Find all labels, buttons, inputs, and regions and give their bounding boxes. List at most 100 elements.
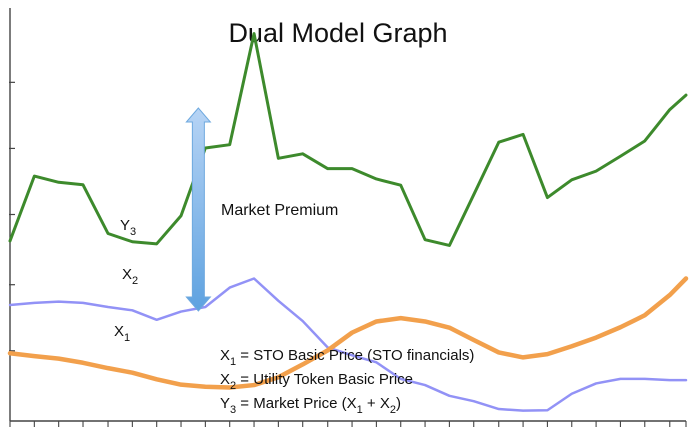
data-point-x2 bbox=[424, 384, 426, 386]
data-point-x2 bbox=[57, 300, 60, 303]
data-point-x1 bbox=[685, 277, 687, 280]
data-point-y3 bbox=[228, 143, 231, 146]
data-point-x1 bbox=[546, 353, 549, 355]
data-point-x2 bbox=[595, 382, 597, 385]
data-point-x1 bbox=[472, 339, 475, 341]
data-point-y3 bbox=[131, 240, 134, 243]
data-point-y3 bbox=[351, 167, 353, 170]
series-line-x2 bbox=[8, 277, 688, 412]
series-group bbox=[7, 32, 689, 412]
data-point-y3 bbox=[180, 214, 182, 217]
data-point-y3 bbox=[253, 32, 255, 35]
data-point-x2 bbox=[301, 320, 304, 322]
data-point-x2 bbox=[643, 377, 646, 380]
data-point-x2 bbox=[448, 394, 451, 397]
chart-title: Dual Model Graph bbox=[228, 18, 447, 48]
data-point-x2 bbox=[228, 286, 231, 289]
annotation-group: Market Premium bbox=[185, 107, 338, 312]
data-point-y3 bbox=[107, 232, 109, 235]
market-premium-arrow bbox=[185, 107, 212, 312]
data-point-y3 bbox=[424, 238, 426, 241]
legend-item-x1: X1 = STO Basic Price (STO financials) bbox=[220, 347, 474, 368]
data-point-x2 bbox=[375, 361, 378, 364]
data-point-x2 bbox=[277, 299, 280, 302]
legend-item-y3: Y3 = Market Price (X1 + X2) bbox=[220, 395, 401, 416]
series-label-y3: Y3 bbox=[120, 217, 136, 238]
data-point-x2 bbox=[570, 392, 573, 395]
data-point-x2 bbox=[82, 301, 84, 304]
data-point-x2 bbox=[546, 409, 549, 412]
data-point-x1 bbox=[180, 383, 182, 386]
series-line-y3 bbox=[8, 32, 688, 247]
data-point-x1 bbox=[107, 367, 109, 370]
data-point-y3 bbox=[9, 240, 11, 242]
data-point-x1 bbox=[497, 351, 500, 354]
data-point-x1 bbox=[643, 314, 646, 317]
data-point-x2 bbox=[399, 377, 402, 380]
data-point-x2 bbox=[685, 379, 687, 382]
data-point-y3 bbox=[497, 141, 500, 144]
data-point-y3 bbox=[619, 155, 622, 158]
data-point-x1 bbox=[33, 355, 36, 358]
data-point-x1 bbox=[570, 345, 573, 348]
legend: X1 = STO Basic Price (STO financials) X2 … bbox=[220, 347, 474, 416]
data-point-x1 bbox=[595, 336, 597, 339]
data-point-y3 bbox=[33, 175, 36, 177]
data-point-x1 bbox=[375, 320, 378, 323]
data-point-y3 bbox=[472, 193, 475, 196]
data-point-x1 bbox=[57, 357, 60, 360]
data-point-x1 bbox=[9, 352, 11, 355]
series-label-x2: X2 bbox=[122, 266, 138, 287]
data-point-x1 bbox=[155, 378, 158, 381]
data-point-x1 bbox=[351, 331, 353, 334]
data-point-y3 bbox=[155, 242, 158, 245]
data-point-x2 bbox=[619, 377, 622, 380]
data-point-y3 bbox=[668, 108, 671, 111]
data-point-y3 bbox=[399, 184, 402, 187]
axis-group bbox=[9, 8, 687, 427]
series-label-group: Y3 X2 X1 bbox=[114, 217, 138, 344]
data-point-y3 bbox=[326, 167, 329, 170]
data-point-x2 bbox=[180, 310, 182, 313]
data-point-x2 bbox=[522, 409, 524, 412]
data-point-y3 bbox=[82, 183, 84, 186]
data-point-y3 bbox=[522, 133, 524, 136]
data-point-y3 bbox=[448, 244, 451, 247]
data-point-x2 bbox=[131, 309, 134, 312]
data-point-x2 bbox=[155, 318, 158, 321]
market-premium-label: Market Premium bbox=[221, 202, 338, 219]
data-point-x2 bbox=[253, 277, 255, 280]
data-point-y3 bbox=[57, 181, 60, 184]
data-point-x1 bbox=[668, 294, 671, 296]
data-point-x2 bbox=[497, 408, 500, 410]
data-point-x1 bbox=[326, 349, 329, 352]
data-point-x1 bbox=[82, 361, 84, 364]
data-point-x2 bbox=[9, 304, 11, 306]
data-point-y3 bbox=[546, 196, 549, 199]
data-point-y3 bbox=[301, 152, 304, 155]
data-point-x2 bbox=[107, 306, 109, 308]
data-point-x1 bbox=[522, 356, 524, 359]
data-point-x1 bbox=[253, 384, 255, 386]
legend-item-x2: X2 = Utility Token Basic Price bbox=[220, 371, 413, 392]
data-point-x2 bbox=[668, 379, 671, 382]
data-point-y3 bbox=[595, 170, 597, 173]
data-point-x1 bbox=[131, 371, 134, 374]
data-point-x1 bbox=[448, 326, 451, 329]
series-label-x1: X1 bbox=[114, 323, 130, 344]
data-point-x2 bbox=[351, 354, 353, 357]
data-point-x1 bbox=[204, 385, 207, 388]
data-point-y3 bbox=[685, 94, 687, 97]
data-point-x1 bbox=[277, 376, 280, 379]
data-point-x1 bbox=[424, 320, 426, 323]
data-point-y3 bbox=[204, 147, 207, 149]
data-point-x2 bbox=[33, 301, 36, 304]
data-point-x2 bbox=[472, 400, 475, 403]
data-point-y3 bbox=[375, 178, 378, 180]
data-point-x1 bbox=[228, 386, 231, 389]
data-point-y3 bbox=[570, 178, 573, 181]
data-point-y3 bbox=[643, 140, 646, 142]
data-point-x2 bbox=[204, 306, 207, 308]
